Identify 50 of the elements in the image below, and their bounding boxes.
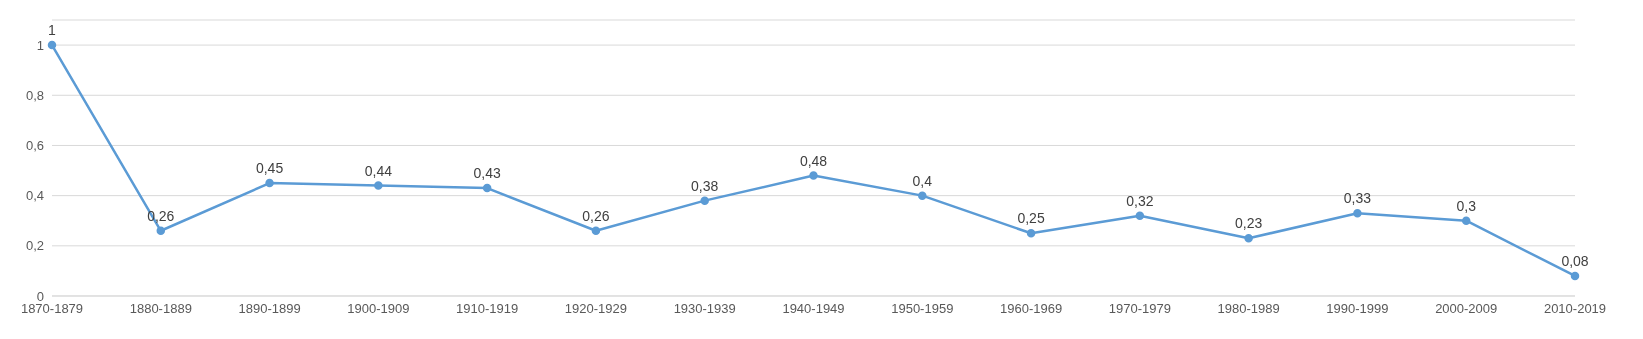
data-label: 0,25 xyxy=(1017,210,1045,227)
point xyxy=(482,183,492,193)
x-tick-label: 1940-1949 xyxy=(782,301,845,317)
data-label: 0,43 xyxy=(473,165,501,182)
point xyxy=(700,196,709,205)
x-tick-label: 1890-1899 xyxy=(238,301,301,317)
point xyxy=(1570,271,1580,281)
point xyxy=(265,178,274,188)
x-tick-label: 1980-1989 xyxy=(1217,301,1280,317)
x-tick-label: 1990-1999 xyxy=(1326,301,1389,317)
data-label: 0,33 xyxy=(1343,190,1372,207)
x-tick-label: 1970-1979 xyxy=(1108,301,1171,317)
point xyxy=(1026,229,1036,238)
point xyxy=(591,226,601,236)
x-tick-label: 1900-1909 xyxy=(347,301,410,317)
data-label: 0,48 xyxy=(799,152,828,169)
data-label: 0,38 xyxy=(691,177,719,194)
y-tick-label: 1 xyxy=(36,37,44,53)
y-tick-label: 0,8 xyxy=(25,87,44,103)
point xyxy=(1244,234,1253,243)
x-tick-label: 1950-1959 xyxy=(891,301,954,317)
data-label: 0,44 xyxy=(364,162,393,179)
point xyxy=(47,40,57,50)
y-tick-label: 0,4 xyxy=(25,188,44,204)
y-tick-label: 0,6 xyxy=(25,138,44,154)
point xyxy=(374,181,383,190)
data-label: 0,23 xyxy=(1235,215,1263,232)
x-tick-label: 1880-1889 xyxy=(129,301,192,317)
data-label: 0,08 xyxy=(1561,252,1589,269)
point xyxy=(809,171,818,180)
x-tick-label: 2000-2009 xyxy=(1435,301,1498,317)
x-tick-label: 2010-2019 xyxy=(1543,301,1607,317)
data-label: 1 xyxy=(48,22,57,39)
data-label: 0,45 xyxy=(255,160,284,177)
data-label: 0,26 xyxy=(582,207,610,224)
point xyxy=(918,191,927,200)
data-label: 0,3 xyxy=(1456,197,1477,214)
data-label: 0,4 xyxy=(912,172,933,189)
x-tick-label: 1930-1939 xyxy=(673,301,736,317)
point xyxy=(1135,211,1145,220)
y-tick-label: 0,2 xyxy=(25,238,44,254)
x-tick-label: 1920-1929 xyxy=(564,301,628,317)
y-tick-label: 0 xyxy=(36,288,44,304)
point xyxy=(1353,208,1362,218)
point xyxy=(1461,216,1471,225)
data-label: 0,32 xyxy=(1126,192,1154,209)
point xyxy=(156,226,166,236)
x-tick-label: 1960-1969 xyxy=(999,301,1063,317)
x-tick-label: 1870-1879 xyxy=(20,301,84,317)
x-tick-label: 1910-1919 xyxy=(456,301,519,317)
